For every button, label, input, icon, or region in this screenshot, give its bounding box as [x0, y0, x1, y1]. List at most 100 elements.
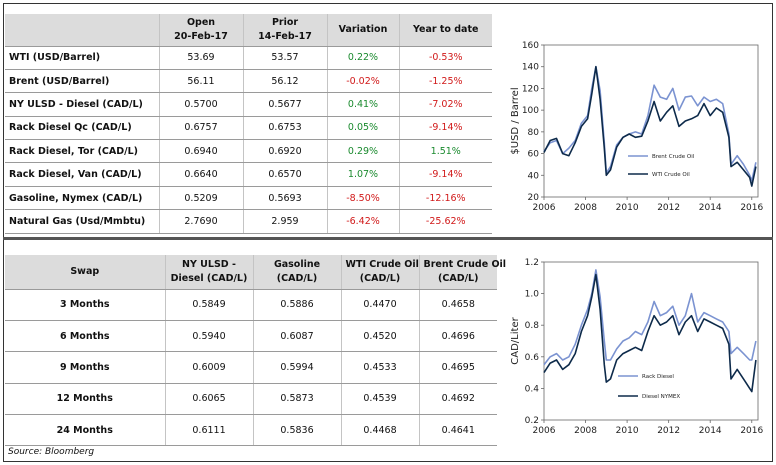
header-variation: Variation — [326, 14, 399, 47]
y-tick-label: 0.4 — [525, 384, 540, 394]
row-label: Rack Diesel, Van (CAD/L) — [5, 162, 159, 187]
cell-open: 0.6940 — [158, 139, 243, 164]
prices-table-header: Open 20-Feb-17 Prior 14-Feb-17 Variation Y… — [5, 14, 492, 47]
cell-prior: 0.6570 — [242, 162, 327, 187]
swap-label: 9 Months — [5, 351, 165, 384]
cell-wti: 0.4468 — [340, 414, 419, 447]
cell-ytd: -25.62% — [398, 209, 492, 234]
header-brent: Brent Crude Oil (CAD/L) — [418, 255, 506, 290]
row-label: Brent (USD/Barrel) — [5, 69, 159, 94]
cell-prior: 56.12 — [242, 69, 327, 94]
price-row: Gasoline, Nymex (CAD/L) 0.5209 0.5693 -8.50… — [5, 186, 492, 211]
row-label: Rack Diesel Qc (CAD/L) — [5, 116, 159, 141]
cell-open: 0.5700 — [158, 92, 243, 117]
swap-row: 24 Months 0.6111 0.5836 0.4468 0.4641 — [5, 414, 497, 447]
swap-row: 9 Months 0.6009 0.5994 0.4533 0.4695 — [5, 351, 497, 384]
price-row: Rack Diesel Qc (CAD/L) 0.6757 0.6753 0.05% -… — [5, 116, 492, 141]
swap-label: 24 Months — [5, 414, 165, 447]
y-tick-label: 100 — [522, 106, 539, 116]
x-tick-label: 2014 — [699, 426, 722, 436]
cell-variation: 1.07% — [326, 162, 399, 187]
cell-ytd: -9.14% — [398, 162, 492, 187]
prices-table: Open 20-Feb-17 Prior 14-Feb-17 Variation Y… — [5, 14, 492, 234]
cell-open: 2.7690 — [158, 209, 243, 234]
series-line — [543, 65, 757, 187]
cell-wti: 0.4539 — [340, 383, 419, 416]
cell-ulsd: 0.5849 — [164, 289, 253, 321]
y-tick-label: 120 — [522, 84, 539, 94]
cell-variation: 0.41% — [326, 92, 399, 117]
crude-oil-chart: 20 40 60 80 100 120 140 160 2006 2008 2010 2012 2014… — [510, 41, 763, 213]
cell-ytd: -0.53% — [398, 46, 492, 70]
cell-ytd: -7.02% — [398, 92, 492, 117]
cell-gasoline: 0.5994 — [252, 351, 341, 384]
plot-area — [543, 261, 759, 421]
cell-ytd: -1.25% — [398, 69, 492, 94]
cell-variation: 0.29% — [326, 139, 399, 164]
cell-gasoline: 0.5873 — [252, 383, 341, 416]
y-tick-label: 0.8 — [525, 321, 540, 331]
x-tick-label: 2012 — [657, 426, 680, 436]
cell-open: 0.5209 — [158, 186, 243, 211]
header-prior: Prior 14-Feb-17 — [242, 14, 327, 47]
legend-label: Brent Crude Oil — [652, 154, 695, 160]
y-tick-label: 1.2 — [525, 258, 539, 268]
diesel-chart: 0.2 0.4 0.6 0.8 1.0 1.2 2006 2008 2010 2012 2014 20… — [510, 258, 763, 436]
swap-label: 3 Months — [5, 289, 165, 321]
cell-open: 0.6757 — [158, 116, 243, 141]
legend-label: Rack Diesel — [642, 374, 674, 380]
y-tick-label: 40 — [528, 171, 540, 181]
y-axis-label: $USD / Barrel — [510, 87, 521, 154]
cell-variation: 0.05% — [326, 116, 399, 141]
cell-wti: 0.4520 — [340, 320, 419, 353]
cell-gasoline: 0.5836 — [252, 414, 341, 447]
section-separator — [3, 237, 773, 240]
cell-ulsd: 0.6009 — [164, 351, 253, 384]
swap-row: 6 Months 0.5940 0.6087 0.4520 0.4696 — [5, 320, 497, 353]
y-tick-label: 60 — [528, 150, 540, 160]
cell-prior: 0.5677 — [242, 92, 327, 117]
cell-prior: 0.6920 — [242, 139, 327, 164]
row-label: WTI (USD/Barrel) — [5, 46, 159, 70]
cell-prior: 2.959 — [242, 209, 327, 234]
price-row: NY ULSD - Diesel (CAD/L) 0.5700 0.5677 0.41… — [5, 92, 492, 117]
x-tick-label: 2012 — [657, 203, 680, 213]
cell-brent: 0.4696 — [418, 320, 497, 353]
x-tick-label: 2008 — [574, 426, 597, 436]
cell-brent: 0.4692 — [418, 383, 497, 416]
header-ytd: Year to date — [398, 14, 492, 47]
series-line — [543, 65, 757, 182]
swap-label: 6 Months — [5, 320, 165, 353]
swap-label: 12 Months — [5, 383, 165, 416]
cell-variation: 0.22% — [326, 46, 399, 70]
legend-label: WTI Crude Oil — [652, 172, 690, 178]
report-frame — [3, 3, 773, 462]
y-tick-label: 0.6 — [525, 353, 540, 363]
x-tick-label: 2006 — [533, 203, 556, 213]
swap-table: Swap NY ULSD - Diesel (CAD/L) Gasoline (CA… — [5, 255, 506, 447]
price-row: Rack Diesel, Van (CAD/L) 0.6640 0.6570 1.07… — [5, 162, 492, 187]
y-axis-label: CAD/Liter — [510, 316, 521, 364]
x-tick-label: 2016 — [740, 203, 763, 213]
y-tick-label: 20 — [528, 193, 540, 203]
x-tick-label: 2014 — [699, 203, 722, 213]
series-line — [543, 273, 757, 393]
y-tick-label: 0.2 — [525, 416, 539, 426]
y-tick-label: 1.0 — [525, 290, 540, 300]
row-label: Gasoline, Nymex (CAD/L) — [5, 186, 159, 211]
header-open: Open 20-Feb-17 — [158, 14, 243, 47]
price-row: WTI (USD/Barrel) 53.69 53.57 0.22% -0.53% — [5, 46, 492, 70]
row-label: Natural Gas (Usd/Mmbtu) — [5, 209, 159, 234]
cell-brent: 0.4695 — [418, 351, 497, 384]
source-note: Source: Bloomberg — [8, 447, 95, 457]
row-label: NY ULSD - Diesel (CAD/L) — [5, 92, 159, 117]
cell-prior: 0.5693 — [242, 186, 327, 211]
cell-open: 53.69 — [158, 46, 243, 70]
price-row: Natural Gas (Usd/Mmbtu) 2.7690 2.959 -6.42%… — [5, 209, 492, 234]
cell-open: 56.11 — [158, 69, 243, 94]
cell-ytd: 1.51% — [398, 139, 492, 164]
cell-ulsd: 0.6111 — [164, 414, 253, 447]
legend-label: Diesel NYMEX — [642, 394, 680, 400]
y-tick-label: 160 — [522, 41, 539, 51]
cell-wti: 0.4533 — [340, 351, 419, 384]
